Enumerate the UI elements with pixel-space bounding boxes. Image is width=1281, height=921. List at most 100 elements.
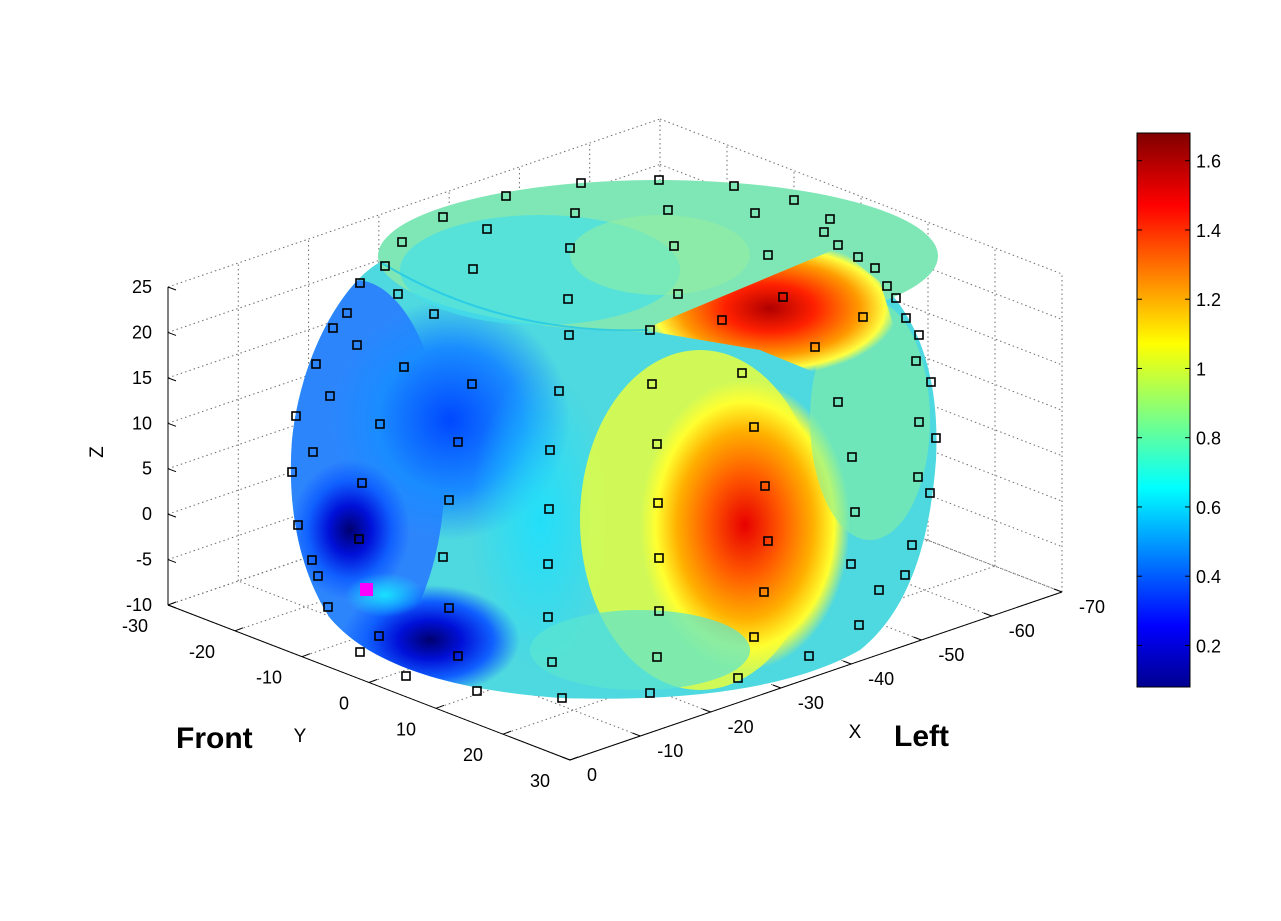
z-tick-label: 10 bbox=[132, 413, 152, 433]
marked-point bbox=[360, 583, 373, 596]
sensor-marker bbox=[565, 243, 575, 253]
sensor-marker bbox=[328, 323, 338, 333]
sensor-marker bbox=[647, 379, 657, 389]
sensor-marker bbox=[380, 261, 390, 271]
colorbar-tick-label: 1.2 bbox=[1196, 290, 1221, 310]
z-tick-label: -5 bbox=[136, 550, 152, 570]
sensor-marker bbox=[287, 467, 297, 477]
x-tick-label: 0 bbox=[587, 765, 597, 785]
sensor-marker bbox=[308, 447, 318, 457]
sensor-marker bbox=[882, 281, 892, 291]
sensor-marker bbox=[375, 419, 385, 429]
y-tick-label: 30 bbox=[530, 771, 550, 791]
colorbar-ticks: 1.6 1.4 1.2 1 0.8 0.6 0.4 0.2 bbox=[1137, 152, 1221, 656]
x-tick-label: -30 bbox=[798, 693, 824, 713]
sensor-marker bbox=[654, 553, 664, 563]
sensor-marker bbox=[652, 652, 662, 662]
sensor-marker bbox=[804, 651, 814, 661]
sensor-marker bbox=[468, 264, 478, 274]
sensor-marker bbox=[438, 212, 448, 222]
sensor-marker bbox=[472, 686, 482, 696]
sensor-marker bbox=[543, 612, 553, 622]
x-tick-label: -20 bbox=[728, 717, 754, 737]
sensor-marker bbox=[355, 647, 365, 657]
sensor-marker bbox=[654, 606, 664, 616]
sensor-marker bbox=[564, 330, 574, 340]
sensor-marker bbox=[891, 293, 901, 303]
sensor-marker bbox=[931, 433, 941, 443]
sensor-marker bbox=[789, 195, 799, 205]
sensor-marker bbox=[397, 237, 407, 247]
sensor-marker bbox=[907, 540, 917, 550]
z-tick-label: -10 bbox=[126, 595, 152, 615]
sensor-marker bbox=[501, 191, 511, 201]
z-tick-label: 5 bbox=[142, 459, 152, 479]
sensor-marker bbox=[323, 602, 333, 612]
sensor-marker bbox=[438, 552, 448, 562]
x-tick-label: -40 bbox=[868, 669, 894, 689]
sensor-markers bbox=[287, 175, 941, 703]
sensor-marker bbox=[401, 671, 411, 681]
colorbar-tick-label: 0.4 bbox=[1196, 567, 1221, 587]
sensor-marker bbox=[913, 472, 923, 482]
z-tick-label: 15 bbox=[132, 368, 152, 388]
sensor-marker bbox=[554, 386, 564, 396]
sensor-marker bbox=[453, 437, 463, 447]
x-tick-label: -50 bbox=[938, 645, 964, 665]
colorbar-tick-label: 1.6 bbox=[1196, 152, 1221, 172]
sensor-marker bbox=[749, 422, 759, 432]
y-tick-label: -30 bbox=[122, 616, 148, 636]
sensor-marker bbox=[444, 495, 454, 505]
sensor-marker bbox=[467, 379, 477, 389]
x-axis-label: X bbox=[849, 722, 862, 743]
sensor-marker bbox=[645, 325, 655, 335]
sensor-marker bbox=[900, 570, 910, 580]
sensor-marker bbox=[307, 555, 317, 565]
sensor-marker bbox=[374, 631, 384, 641]
y-tick-label: 10 bbox=[396, 719, 416, 739]
sensor-marker bbox=[313, 571, 323, 581]
z-axis-label: Z bbox=[87, 446, 108, 458]
sensor-marker bbox=[547, 657, 557, 667]
colorbar-tick-label: 0.8 bbox=[1196, 429, 1221, 449]
sensor-marker bbox=[355, 278, 365, 288]
sensor-marker bbox=[760, 481, 770, 491]
sensor-marker bbox=[925, 488, 935, 498]
sensor-marker bbox=[717, 315, 727, 325]
sensor-marker bbox=[778, 292, 788, 302]
sensor-marker bbox=[819, 227, 829, 237]
sensor-marker bbox=[850, 507, 860, 517]
sensor-marker bbox=[354, 534, 364, 544]
sensor-marker bbox=[653, 498, 663, 508]
sensor-marker bbox=[557, 693, 567, 703]
colorbar: 1.6 1.4 1.2 1 0.8 0.6 0.4 0.2 bbox=[1136, 132, 1221, 688]
sensor-marker bbox=[291, 411, 301, 421]
sensor-marker bbox=[429, 309, 439, 319]
sensor-marker bbox=[352, 340, 362, 350]
y-tick-label: 0 bbox=[339, 694, 349, 714]
y-axis-label: Y bbox=[294, 726, 307, 747]
y-tick-label: -10 bbox=[256, 668, 282, 688]
sensor-marker bbox=[833, 240, 843, 250]
sensor-marker bbox=[733, 673, 743, 683]
sensor-marker bbox=[759, 587, 769, 597]
z-axis-ticks: 25 20 15 10 5 0 -5 -10 bbox=[126, 277, 177, 615]
sensor-marker bbox=[763, 536, 773, 546]
sensor-marker bbox=[545, 445, 555, 455]
sensor-marker bbox=[874, 585, 884, 595]
sensor-marker bbox=[576, 178, 586, 188]
sensor-marker bbox=[750, 208, 760, 218]
sensor-marker bbox=[833, 397, 843, 407]
colorbar-tick-label: 0.6 bbox=[1196, 498, 1221, 518]
sensor-marker bbox=[311, 359, 321, 369]
sensor-marker bbox=[846, 559, 856, 569]
sensor-marker bbox=[645, 688, 655, 698]
sensor-marker bbox=[763, 250, 773, 260]
z-tick-label: 20 bbox=[132, 322, 152, 342]
colorbar-scale bbox=[1136, 132, 1191, 688]
left-view-label: Left bbox=[894, 720, 949, 753]
z-tick-label: 25 bbox=[132, 277, 152, 297]
sensor-marker bbox=[482, 224, 492, 234]
sensor-marker bbox=[926, 377, 936, 387]
